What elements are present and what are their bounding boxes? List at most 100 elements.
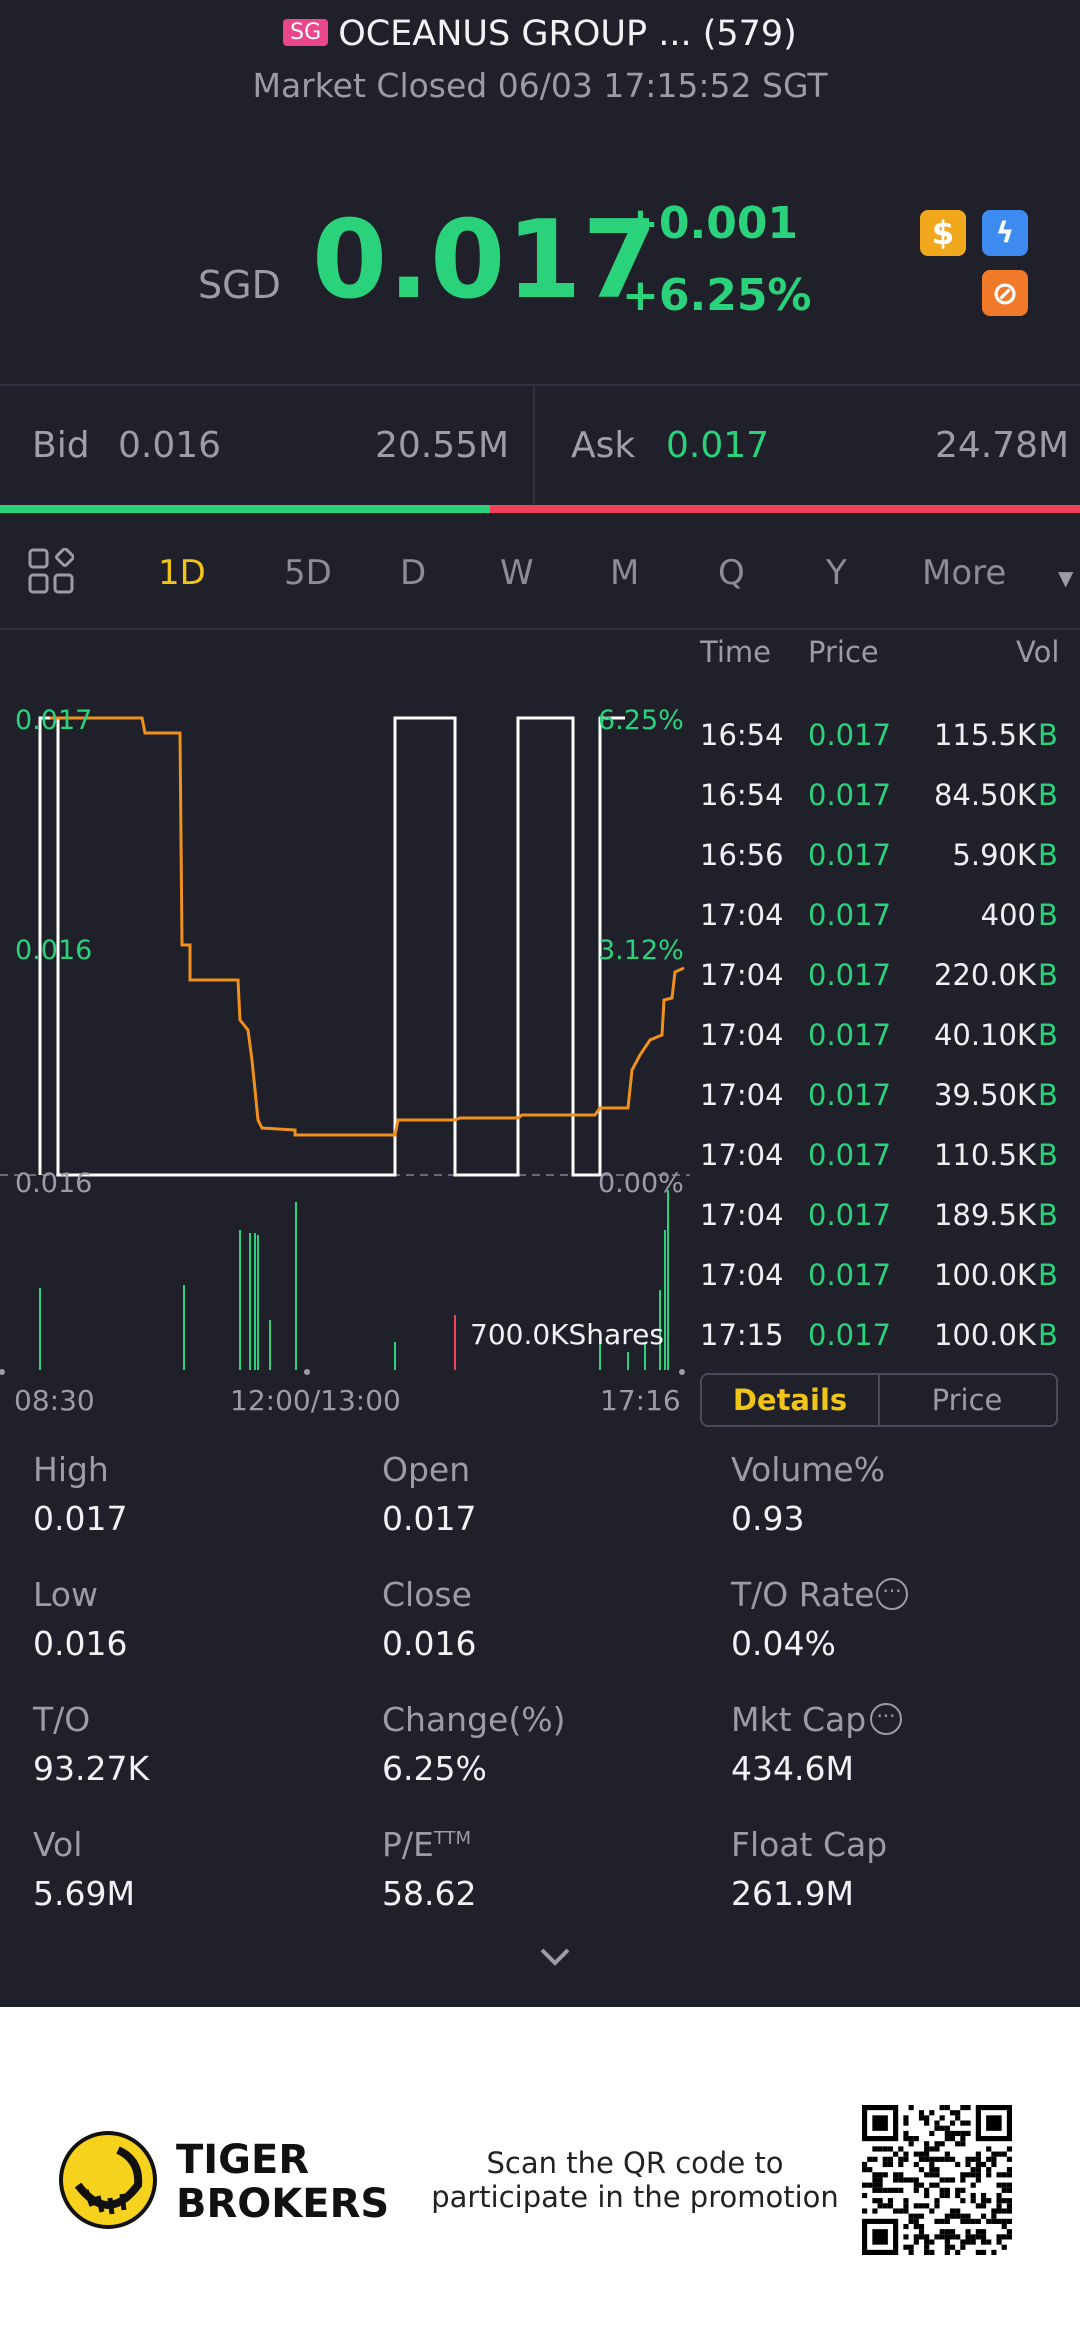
tick-time: 17:04: [700, 1078, 784, 1112]
open-label: Open: [382, 1450, 471, 1489]
tick-side: B: [1038, 898, 1058, 932]
brand-line-2: BROKERS: [176, 2181, 390, 2227]
pe-value: 58.62: [382, 1874, 477, 1913]
tick-price: 0.017: [808, 718, 892, 752]
bid-size: 20.55M: [375, 425, 510, 466]
tick-price: 0.017: [808, 958, 892, 992]
tick-volume: 5.90K: [952, 838, 1036, 872]
float-cap-value: 261.9M: [731, 1874, 854, 1913]
tab-1d[interactable]: 1D: [158, 553, 206, 593]
flash-icon[interactable]: ϟ: [982, 210, 1028, 256]
divider: [0, 384, 1080, 386]
market-status: Market Closed 06/03 17:15:52 SGT: [252, 66, 828, 105]
pe-label: P/ETTM: [382, 1825, 471, 1864]
tick-volume: 400: [980, 898, 1036, 932]
tick-time: 17:15: [700, 1318, 784, 1352]
timeline-end-dot: [679, 1369, 685, 1375]
details-button[interactable]: Details: [700, 1373, 880, 1427]
tab-5d[interactable]: 5D: [284, 553, 332, 593]
promo-line-2: participate in the promotion: [431, 2180, 839, 2214]
x-axis-end: 17:16: [600, 1384, 681, 1417]
volume-value: 5.69M: [33, 1874, 135, 1913]
turnover-rate-value: 0.04%: [731, 1624, 836, 1663]
tick-volume: 40.10K: [933, 1018, 1036, 1052]
tab-m[interactable]: M: [610, 553, 640, 593]
tick-side: B: [1038, 1018, 1058, 1052]
y-axis-high: 0.017: [15, 705, 93, 736]
ticks-header-vol: Vol: [1016, 635, 1060, 669]
tick-side: B: [1038, 1198, 1058, 1232]
ask-price: 0.017: [666, 425, 770, 466]
y-axis-right-high: 6.25%: [598, 705, 684, 736]
tab-y[interactable]: Y: [826, 553, 847, 593]
tiger-logo: [58, 2130, 158, 2234]
turnover-value: 93.27K: [33, 1749, 150, 1788]
volume-bars: [39, 1190, 669, 1370]
tick-time: 17:04: [700, 1138, 784, 1172]
tick-time: 16:54: [700, 778, 784, 812]
market-cap-value: 434.6M: [731, 1749, 854, 1788]
price-change: +0.001: [622, 198, 799, 249]
ask-size: 24.78M: [935, 425, 1070, 466]
layout-grid-icon[interactable]: [28, 547, 75, 598]
close-label: Close: [382, 1575, 472, 1614]
low-value: 0.016: [33, 1624, 128, 1663]
change-percent-label: Change(%): [382, 1700, 566, 1739]
ask-label: Ask: [571, 425, 636, 466]
tick-side: B: [1038, 718, 1058, 752]
tick-time: 17:04: [700, 958, 784, 992]
tick-price: 0.017: [808, 1138, 892, 1172]
no-entry-icon[interactable]: ⊘: [982, 270, 1028, 316]
tick-volume: 189.5K: [933, 1198, 1036, 1232]
timeline-start-dot: [0, 1369, 5, 1375]
divider: [0, 628, 1080, 630]
tick-price: 0.017: [808, 898, 892, 932]
tab-d[interactable]: D: [400, 553, 427, 593]
tick-time: 17:04: [700, 1198, 784, 1232]
tab-w[interactable]: W: [500, 553, 534, 593]
tick-volume: 100.0K: [933, 1258, 1036, 1292]
tick-price: 0.017: [808, 1198, 892, 1232]
ticks-header-price: Price: [808, 635, 879, 669]
x-axis-mid: 12:00/13:00: [230, 1384, 401, 1417]
tick-price: 0.017: [808, 838, 892, 872]
volume-label: Vol: [33, 1825, 83, 1864]
currency-label: SGD: [198, 263, 281, 307]
y-axis-mid: 0.016: [15, 935, 93, 966]
tick-time: 17:04: [700, 1258, 784, 1292]
tick-volume: 84.50K: [933, 778, 1036, 812]
high-label: High: [33, 1450, 109, 1489]
tick-volume: 115.5K: [933, 718, 1036, 752]
tick-price: 0.017: [808, 778, 892, 812]
tick-volume: 39.50K: [933, 1078, 1036, 1112]
high-value: 0.017: [33, 1499, 128, 1538]
volume-percent-value: 0.93: [731, 1499, 805, 1538]
more-info-icon[interactable]: ···: [870, 1703, 902, 1735]
y-axis-right-mid: 3.12%: [598, 935, 684, 966]
brand-name: TIGER BROKERS: [176, 2138, 389, 2226]
tick-side: B: [1038, 958, 1058, 992]
price-button[interactable]: Price: [878, 1373, 1058, 1427]
price-line: [38, 716, 625, 1177]
tick-side: B: [1038, 778, 1058, 812]
more-info-icon[interactable]: ···: [876, 1578, 908, 1610]
brand-line-1: TIGER: [176, 2137, 310, 2183]
price-change-percent: +6.25%: [622, 270, 812, 321]
expand-chevron-icon[interactable]: [538, 1945, 572, 1973]
turnover-rate-label: T/O Rate: [731, 1575, 875, 1614]
volume-percent-label: Volume%: [731, 1450, 886, 1489]
x-axis-start: 08:30: [14, 1384, 95, 1417]
open-value: 0.017: [382, 1499, 477, 1538]
pe-ttm-superscript: TTM: [433, 1828, 472, 1849]
turnover-label: T/O: [33, 1700, 91, 1739]
ticks-header-time: Time: [700, 635, 771, 669]
dollar-icon[interactable]: $: [920, 210, 966, 256]
chevron-down-icon[interactable]: ▼: [1058, 566, 1074, 590]
tick-price: 0.017: [808, 1318, 892, 1352]
intraday-chart[interactable]: [0, 630, 690, 1410]
tab-more[interactable]: More: [922, 553, 1007, 593]
tick-side: B: [1038, 1138, 1058, 1172]
tab-q[interactable]: Q: [718, 553, 745, 593]
bid-ratio-bar: [0, 505, 490, 513]
tick-volume: 220.0K: [933, 958, 1036, 992]
